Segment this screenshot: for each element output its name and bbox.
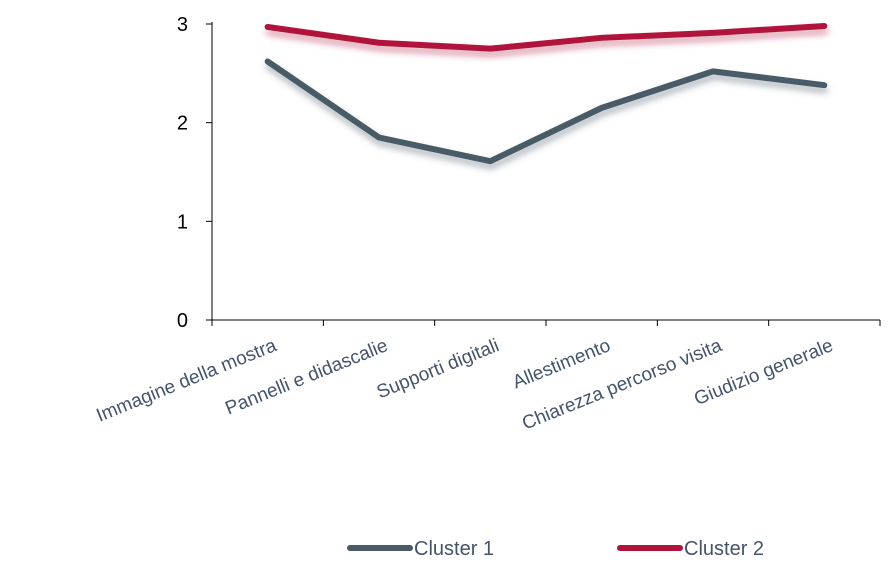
y-tick-label: 2: [177, 113, 188, 135]
series-layer: [264, 22, 829, 170]
series-line-1: [264, 58, 828, 165]
series-shadow-2: [265, 27, 829, 57]
series-shadow-1: [265, 63, 829, 170]
legend: Cluster 1 Cluster 2: [347, 538, 764, 560]
y-tick-label: 3: [177, 14, 188, 36]
y-tick-label: 1: [177, 211, 188, 233]
x-category-label: Chiarezza percorso visita: [519, 335, 725, 435]
legend-label-1: Cluster 1: [414, 538, 494, 560]
chart-axes: [206, 22, 881, 326]
legend-label-2: Cluster 2: [684, 538, 764, 560]
x-category-label: Immagine della mostra: [93, 335, 279, 427]
y-tick-label: 0: [177, 310, 188, 332]
x-category-label: Supporti digitali: [374, 335, 502, 403]
y-axis-tick-labels: 0 1 2 3: [177, 14, 188, 332]
series-line-2: [264, 22, 828, 52]
